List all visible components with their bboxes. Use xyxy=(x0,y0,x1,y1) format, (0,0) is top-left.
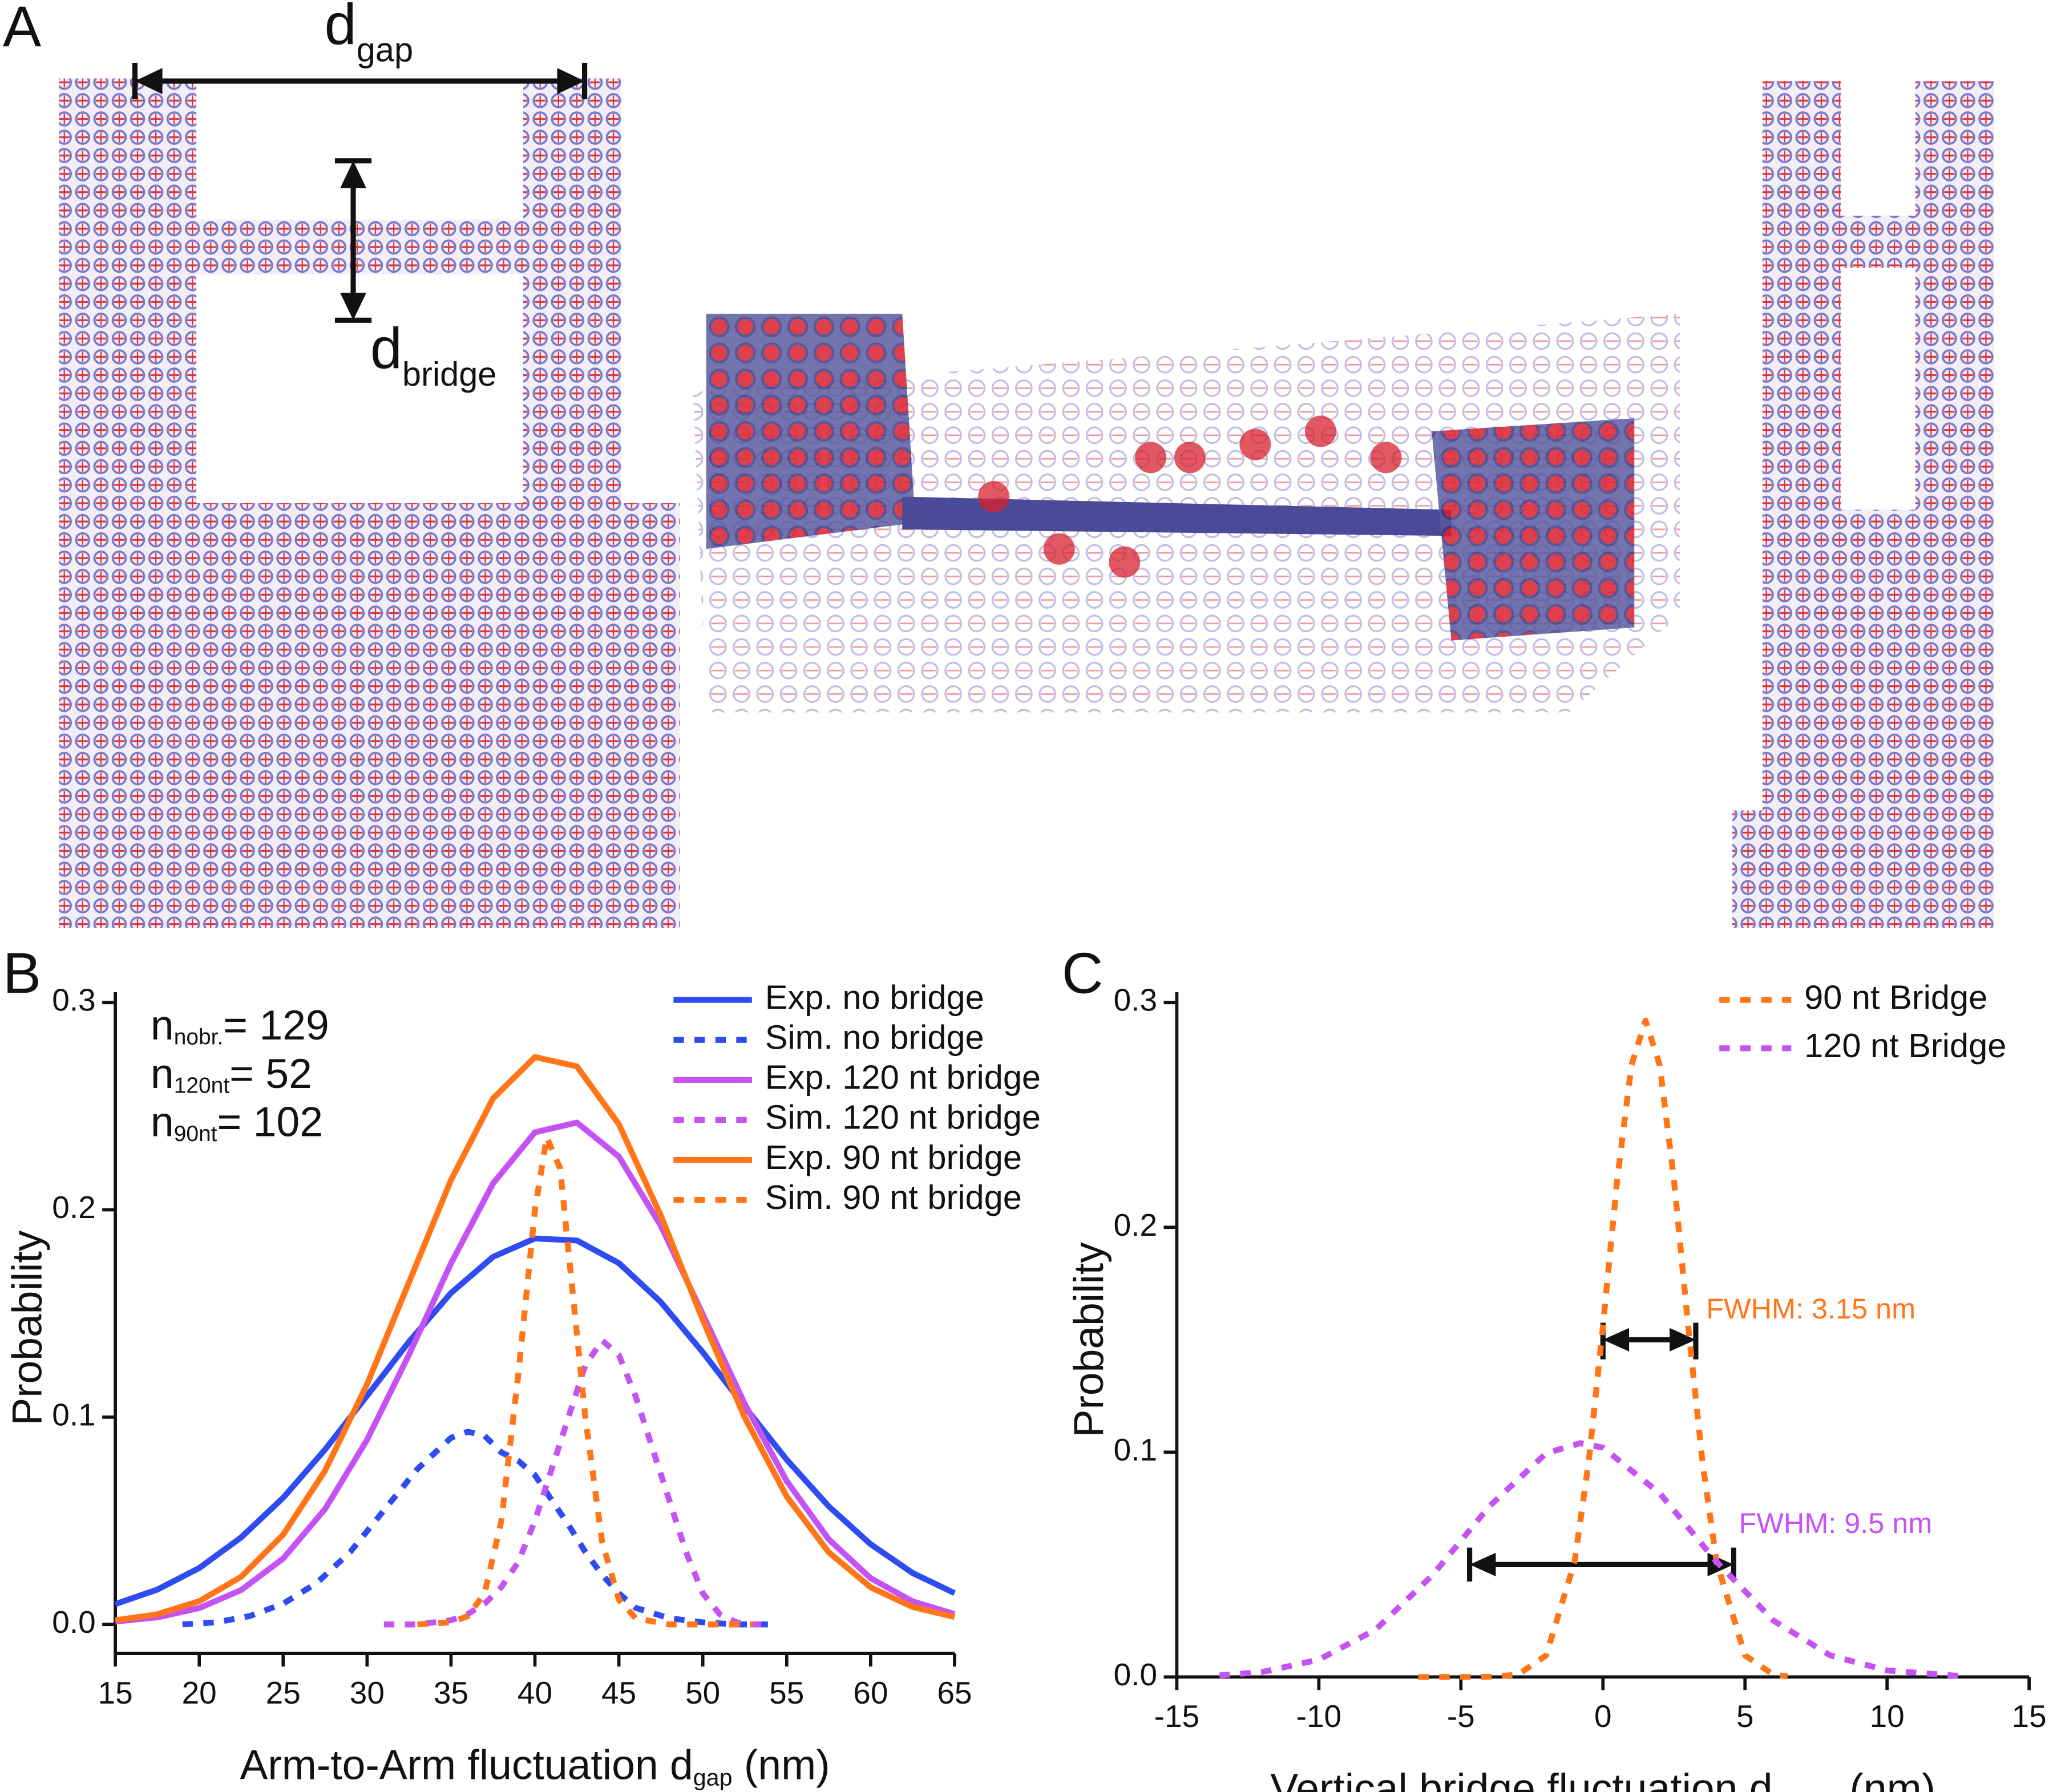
text-part: = 102 xyxy=(217,1099,323,1146)
x-tick-label: -5 xyxy=(1447,1698,1475,1734)
bridge-arrow xyxy=(334,158,372,323)
subscript: nobr. xyxy=(174,1025,224,1050)
x-tick-label: 5 xyxy=(1736,1698,1754,1734)
x-axis-title: Vertical bridge fluctuation dbridge (nm) xyxy=(1270,1765,1935,1792)
legend-label: Sim. 120 nt bridge xyxy=(765,1098,1041,1136)
x-tick-label: 35 xyxy=(434,1675,468,1710)
y-tick-label: 0.2 xyxy=(52,1190,95,1225)
structure-top xyxy=(693,313,1680,713)
x-tick-label: 50 xyxy=(685,1675,720,1710)
sample-count: n90nt= 102 xyxy=(151,1099,323,1146)
legend-label: Sim. no bridge xyxy=(765,1018,984,1056)
data-line xyxy=(417,1134,753,1628)
legend-label: 120 nt Bridge xyxy=(1804,1026,2006,1065)
text-part: n xyxy=(151,1002,174,1049)
subscript: gap xyxy=(693,1764,733,1790)
bridge-label-main: d xyxy=(370,317,402,381)
bridge-label-sub: bridge xyxy=(402,355,497,393)
data-line xyxy=(182,1429,770,1628)
panel-label: B xyxy=(3,941,41,1005)
structure-side xyxy=(1732,81,1994,928)
gap-arrow xyxy=(132,62,588,100)
x-tick-label: 40 xyxy=(518,1675,552,1710)
y-axis-title: Probability xyxy=(4,1230,51,1426)
x-axis-title: Arm-to-Arm fluctuation dgap (nm) xyxy=(240,1742,830,1790)
x-tick-label: -10 xyxy=(1296,1698,1341,1734)
gap-label-sub: gap xyxy=(357,30,413,68)
x-tick-label: 30 xyxy=(350,1675,385,1710)
sample-count: nnobr.= 129 xyxy=(151,1002,329,1049)
x-tick-label: 65 xyxy=(937,1675,972,1710)
data-line xyxy=(115,1054,956,1624)
x-tick-label: 60 xyxy=(853,1675,888,1710)
x-tick-label: 25 xyxy=(266,1675,301,1710)
gap-label-main: d xyxy=(325,0,357,56)
y-tick-label: 0.1 xyxy=(1114,1432,1157,1467)
fwhm-label: FWHM: 3.15 nm xyxy=(1706,1292,1915,1325)
text-part: n xyxy=(151,1099,174,1146)
fwhm-arrows xyxy=(1467,1322,1736,1582)
bridge-label: dbridge xyxy=(370,317,497,393)
data-line xyxy=(383,1337,770,1628)
data-line xyxy=(114,1235,956,1607)
y-tick-label: 0.0 xyxy=(52,1604,95,1640)
subscript: bridge xyxy=(1773,1787,1838,1792)
text-part: = 129 xyxy=(223,1002,329,1049)
y-tick-label: 0.3 xyxy=(52,982,95,1018)
fwhm-label: FWHM: 9.5 nm xyxy=(1739,1507,1933,1539)
text-part: Vertical bridge fluctuation d xyxy=(1270,1765,1772,1792)
structure-front xyxy=(59,78,680,928)
data-line xyxy=(1219,1440,1959,1679)
x-tick-label: 0 xyxy=(1594,1698,1612,1734)
data-line xyxy=(115,1119,956,1625)
legend-label: Exp. 120 nt bridge xyxy=(765,1058,1041,1097)
x-tick-label: 55 xyxy=(769,1675,804,1710)
text-part: Arm-to-Arm fluctuation d xyxy=(240,1742,693,1789)
sample-count: n120nt= 52 xyxy=(151,1050,312,1098)
x-tick-label: 15 xyxy=(98,1675,133,1710)
gap-label: dgap xyxy=(325,0,413,68)
text-part: = 52 xyxy=(229,1050,312,1097)
x-tick-label: -15 xyxy=(1154,1698,1199,1734)
legend-label: Exp. no bridge xyxy=(765,978,984,1016)
subscript: 90nt xyxy=(174,1122,217,1146)
legend-label: Sim. 90 nt bridge xyxy=(765,1178,1022,1216)
legend-label: Exp. 90 nt bridge xyxy=(765,1138,1022,1176)
text-part: (nm) xyxy=(1838,1765,1935,1792)
y-tick-label: 0.2 xyxy=(1114,1207,1157,1243)
legend-label: 90 nt Bridge xyxy=(1804,978,1987,1016)
subscript: 120nt xyxy=(174,1074,230,1098)
panel-label: A xyxy=(3,0,42,59)
x-tick-label: 45 xyxy=(601,1675,636,1710)
y-tick-label: 0.1 xyxy=(52,1397,95,1432)
text-part: (nm) xyxy=(733,1742,830,1789)
panel-label: C xyxy=(1062,941,1104,1005)
y-axis-title: Probability xyxy=(1065,1242,1112,1438)
x-tick-label: 10 xyxy=(1870,1698,1905,1734)
x-tick-label: 20 xyxy=(182,1675,217,1710)
x-tick-label: 15 xyxy=(2012,1698,2047,1734)
y-tick-label: 0.3 xyxy=(1114,982,1157,1018)
text-part: n xyxy=(151,1050,174,1097)
y-tick-label: 0.0 xyxy=(1114,1657,1157,1692)
